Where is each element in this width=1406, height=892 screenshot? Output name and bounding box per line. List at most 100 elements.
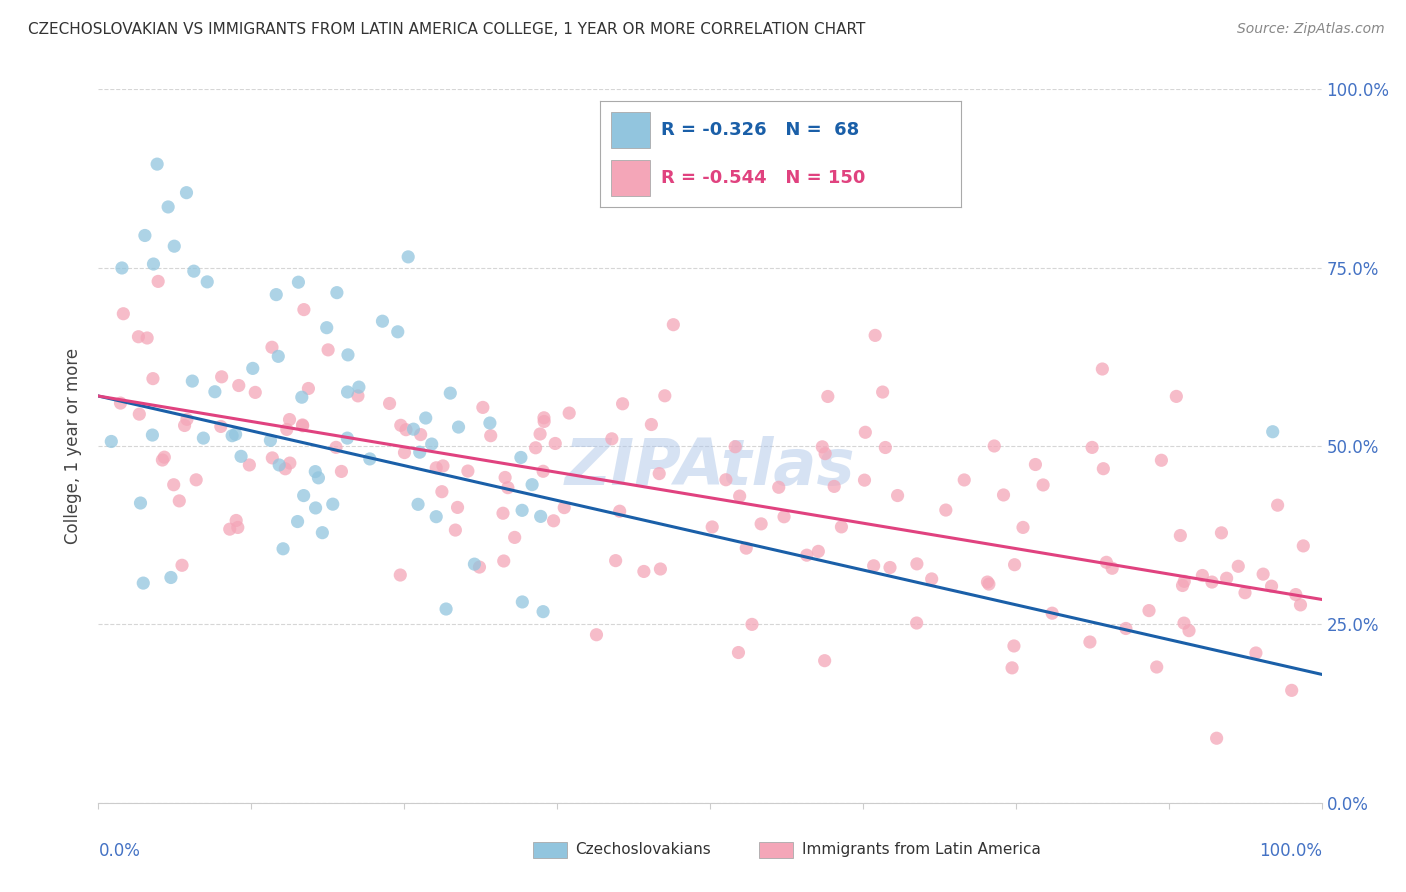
Y-axis label: College, 1 year or more: College, 1 year or more — [65, 348, 83, 544]
Point — [1173, 574, 1195, 589]
Point — [146, 157, 169, 171]
Point — [439, 386, 461, 401]
Text: CZECHOSLOVAKIAN VS IMMIGRANTS FROM LATIN AMERICA COLLEGE, 1 YEAR OR MORE CORRELA: CZECHOSLOVAKIAN VS IMMIGRANTS FROM LATIN… — [28, 22, 866, 37]
Point — [444, 523, 467, 537]
Point — [749, 516, 772, 531]
Point — [142, 371, 165, 385]
Point — [183, 264, 205, 278]
Point — [181, 374, 204, 388]
Point — [1101, 561, 1123, 575]
Point — [432, 458, 454, 473]
Point — [830, 520, 852, 534]
Point — [811, 440, 834, 454]
Point — [605, 554, 627, 568]
Point — [387, 325, 409, 339]
Point — [307, 471, 329, 485]
Point — [330, 465, 353, 479]
Point — [544, 436, 567, 450]
Point — [1170, 528, 1192, 542]
Point — [1261, 425, 1284, 439]
Point — [271, 541, 294, 556]
Point — [727, 646, 749, 660]
Point — [853, 425, 876, 440]
Point — [879, 560, 901, 574]
Point — [1166, 389, 1188, 403]
Point — [1092, 461, 1115, 475]
Point — [304, 500, 326, 515]
Point — [1078, 635, 1101, 649]
Point — [100, 434, 122, 449]
Point — [817, 389, 839, 403]
Text: Immigrants from Latin America: Immigrants from Latin America — [801, 842, 1040, 857]
Point — [543, 514, 565, 528]
Point — [146, 274, 169, 288]
Point — [152, 453, 174, 467]
Point — [1233, 585, 1256, 599]
Point — [128, 407, 150, 421]
Point — [278, 412, 301, 426]
Point — [245, 385, 267, 400]
Point — [814, 447, 837, 461]
Point — [1215, 571, 1237, 585]
Point — [326, 285, 349, 300]
Point — [1115, 622, 1137, 636]
Point — [1267, 498, 1289, 512]
Point — [141, 428, 163, 442]
Point — [425, 460, 447, 475]
Point — [1173, 616, 1195, 631]
Point — [127, 330, 149, 344]
Point — [1191, 568, 1213, 582]
Point — [862, 558, 884, 573]
Point — [702, 520, 724, 534]
Point — [1171, 578, 1194, 592]
Point — [520, 477, 543, 491]
Point — [211, 369, 233, 384]
Point — [204, 384, 226, 399]
Point — [170, 558, 193, 573]
Point — [1292, 539, 1315, 553]
Point — [336, 348, 359, 362]
Point — [612, 397, 634, 411]
Point — [267, 349, 290, 363]
Point — [325, 441, 347, 455]
Point — [872, 385, 894, 400]
Point — [1137, 604, 1160, 618]
Point — [814, 654, 837, 668]
Point — [176, 186, 198, 200]
Point — [336, 431, 359, 445]
Point — [1024, 458, 1046, 472]
Point — [169, 494, 191, 508]
Point — [228, 378, 250, 392]
Point — [905, 557, 928, 571]
Point — [434, 602, 457, 616]
Text: Source: ZipAtlas.com: Source: ZipAtlas.com — [1237, 22, 1385, 37]
Point — [1251, 567, 1274, 582]
Point — [129, 496, 152, 510]
Point — [640, 417, 662, 432]
Point — [163, 477, 186, 491]
Point — [389, 418, 412, 433]
Point — [347, 389, 370, 403]
Point — [278, 456, 301, 470]
Point — [714, 473, 737, 487]
Point — [471, 401, 494, 415]
Point — [389, 568, 412, 582]
Point — [186, 473, 208, 487]
Point — [935, 503, 957, 517]
Point — [524, 441, 547, 455]
Point — [735, 541, 758, 556]
Point — [225, 513, 247, 527]
Point — [287, 275, 309, 289]
Point — [773, 509, 796, 524]
Point — [510, 595, 533, 609]
Point — [132, 576, 155, 591]
Point — [1081, 441, 1104, 455]
Point — [193, 431, 215, 445]
Point — [111, 260, 134, 275]
Text: Czechoslovakians: Czechoslovakians — [575, 842, 711, 857]
Point — [796, 548, 818, 562]
Point — [468, 560, 491, 574]
Point — [853, 473, 876, 487]
Point — [585, 628, 607, 642]
Point — [768, 480, 790, 494]
